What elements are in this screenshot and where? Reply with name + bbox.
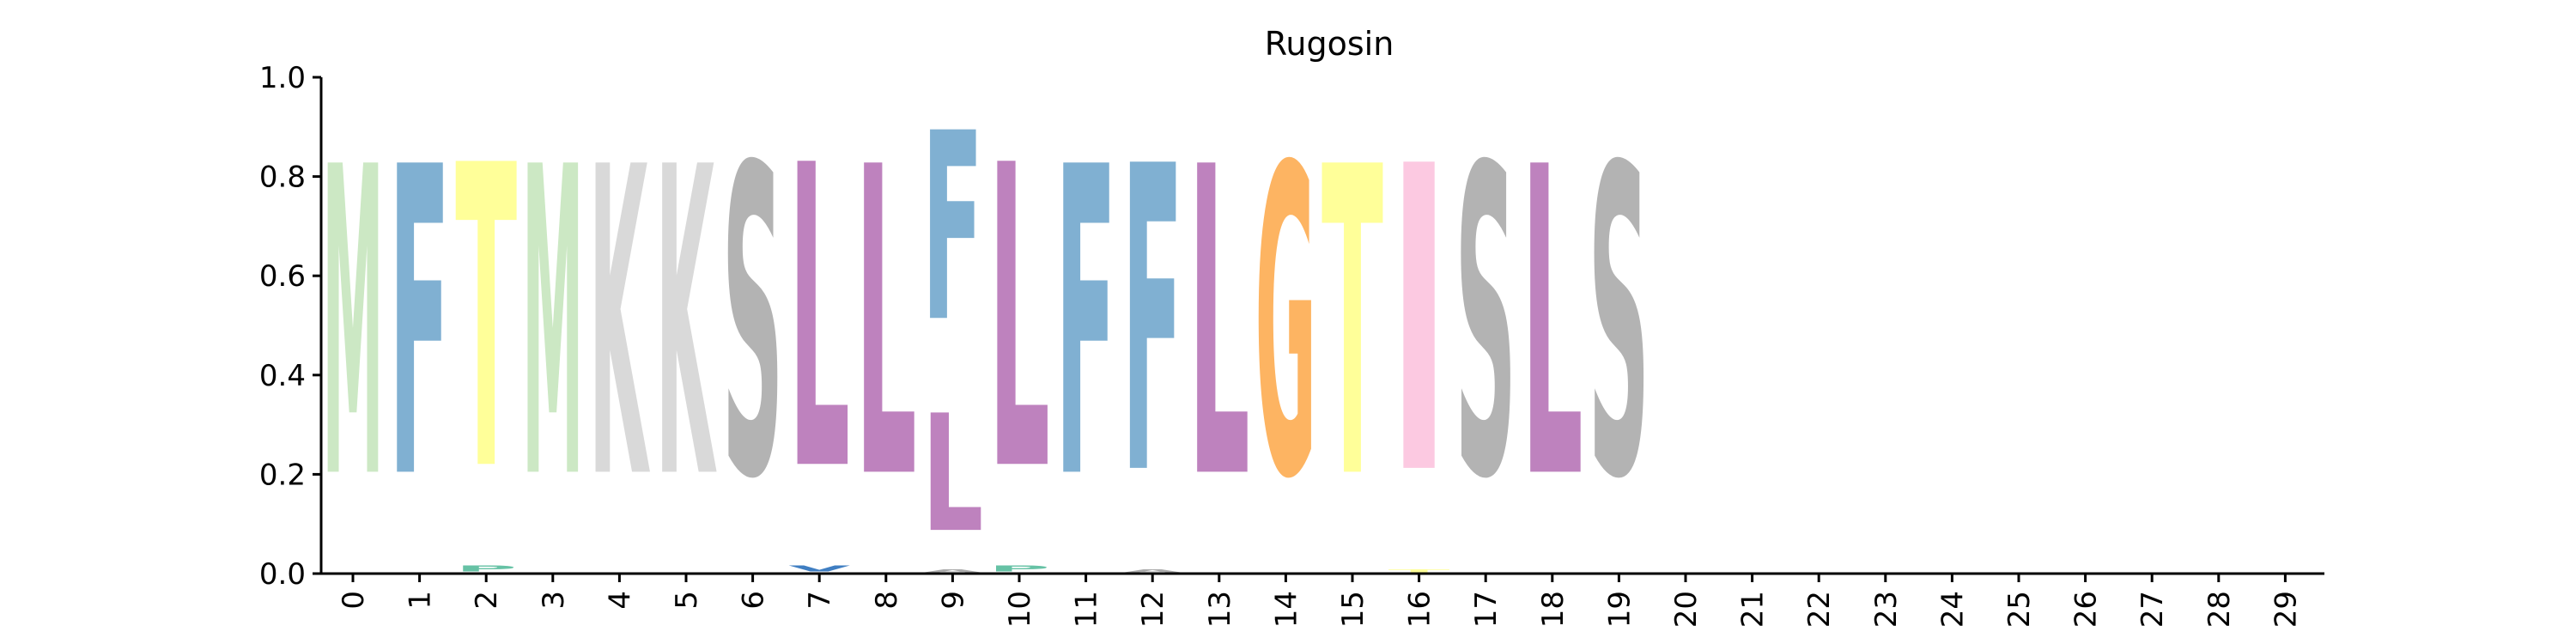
logo-letter-18-L: L	[1522, 77, 1583, 572]
x-tick-label: 29	[2269, 591, 2303, 628]
y-tick-label: 0.2	[259, 458, 306, 492]
x-tick-label: 28	[2202, 591, 2237, 628]
x-tick-label: 15	[1336, 591, 1370, 628]
logo-letter-10-P: P	[988, 564, 1050, 574]
x-tick-label: 16	[1403, 591, 1437, 628]
x-tick-label: 5	[670, 591, 704, 610]
logo-letter-10-L: L	[988, 78, 1050, 562]
x-tick-label: 13	[1203, 591, 1237, 628]
x-tick-label: 17	[1469, 591, 1504, 628]
chart-title: Rugosin	[1265, 25, 1394, 63]
logo-letter-9-A: A	[921, 568, 983, 574]
x-tick-label: 2	[470, 591, 504, 610]
x-tick-label: 20	[1669, 591, 1704, 628]
x-tick-label: 19	[1602, 591, 1637, 628]
logo-letter-0-M: M	[322, 79, 384, 573]
y-tick-label: 0.0	[259, 557, 306, 592]
x-tick-label: 6	[737, 591, 771, 610]
x-tick-label: 1	[404, 591, 438, 610]
y-tick-label: 0.8	[259, 161, 306, 195]
x-tick-label: 27	[2136, 591, 2170, 628]
x-tick-label: 0	[337, 591, 371, 610]
logo-letter-4-K: K	[588, 79, 650, 573]
x-tick-label: 18	[1536, 591, 1571, 628]
logo-letter-13-L: L	[1188, 77, 1250, 572]
x-tick-label: 23	[1869, 591, 1904, 628]
x-tick-label: 26	[2069, 591, 2104, 628]
x-tick-label: 10	[1003, 591, 1037, 628]
logo-letter-6-S: S	[722, 79, 784, 573]
x-tick-label: 3	[537, 591, 571, 610]
axes: 0.00.20.40.60.81.00 1 2 3 4 5 6 7 8 9 10 11 12 13 14 15…	[259, 61, 2324, 628]
logo-letter-7-L: L	[788, 78, 850, 562]
logo-letter-2-P: P	[455, 564, 517, 574]
logo-letter-9-L: L	[921, 380, 983, 568]
logo-letter-12-F: F	[1121, 80, 1183, 568]
x-tick-label: 11	[1070, 591, 1104, 628]
x-tick-label: 14	[1269, 591, 1303, 628]
logo-letter-5-K: K	[655, 79, 717, 573]
logo-letter-2-T: T	[455, 78, 518, 562]
x-tick-label: 9	[936, 591, 970, 610]
logo-letter-19-S: S	[1588, 79, 1649, 573]
x-tick-label: 12	[1136, 591, 1170, 628]
x-tick-label: 8	[870, 591, 904, 610]
x-tick-label: 25	[2002, 591, 2037, 628]
logo-letter-15-T: T	[1321, 79, 1384, 573]
x-tick-label: 24	[1935, 591, 1970, 628]
x-tick-label: 22	[1802, 591, 1837, 628]
x-tick-label: 4	[603, 591, 637, 610]
logo-letter-9-F: F	[921, 78, 983, 380]
y-tick-label: 1.0	[259, 61, 306, 95]
x-tick-label: 7	[803, 591, 837, 610]
y-tick-label: 0.4	[259, 359, 306, 393]
logo-letter-11-F: F	[1055, 79, 1117, 573]
logo-letter-1-F: F	[389, 79, 451, 573]
logo-letter-12-A: A	[1121, 568, 1183, 574]
logo-letter-7-V: V	[788, 564, 850, 574]
x-tick-label: 21	[1736, 591, 1771, 628]
logo-letter-8-L: L	[855, 77, 917, 572]
logo-letter-16-T: T	[1388, 568, 1450, 574]
logo-letter-16-I: I	[1388, 78, 1450, 567]
logo-letter-3-M: M	[522, 79, 584, 573]
logo-letter-14-G: G	[1255, 78, 1316, 572]
logo-letter-17-S: S	[1455, 79, 1516, 573]
y-tick-label: 0.6	[259, 259, 306, 294]
